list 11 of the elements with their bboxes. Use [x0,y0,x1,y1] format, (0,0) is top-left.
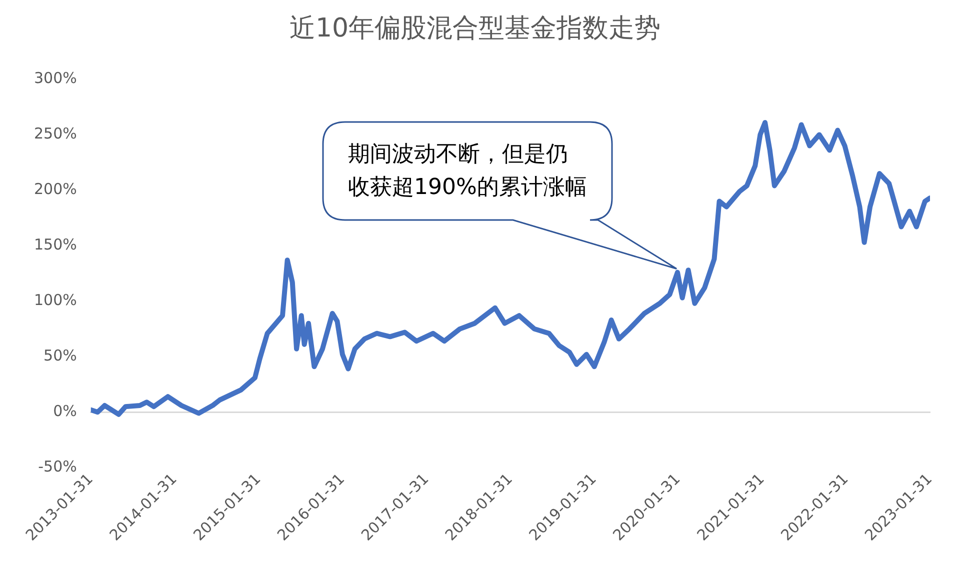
y-tick-label: 250% [34,124,77,143]
y-tick-label: 50% [44,346,77,365]
y-tick-label: 150% [34,236,77,254]
y-tick-label: 0% [53,402,77,420]
annotation: 期间波动不断，但是仍 [348,141,569,169]
chart-title: 近10年偏股混合型基金指数走势 [289,13,661,44]
y-tick-label: 300% [34,69,77,88]
y-tick-label: 100% [34,291,77,310]
annotation: 收获超190%的累计涨幅 [348,174,587,202]
y-tick-label: 200% [34,180,77,198]
y-tick-label: -50% [38,458,77,476]
